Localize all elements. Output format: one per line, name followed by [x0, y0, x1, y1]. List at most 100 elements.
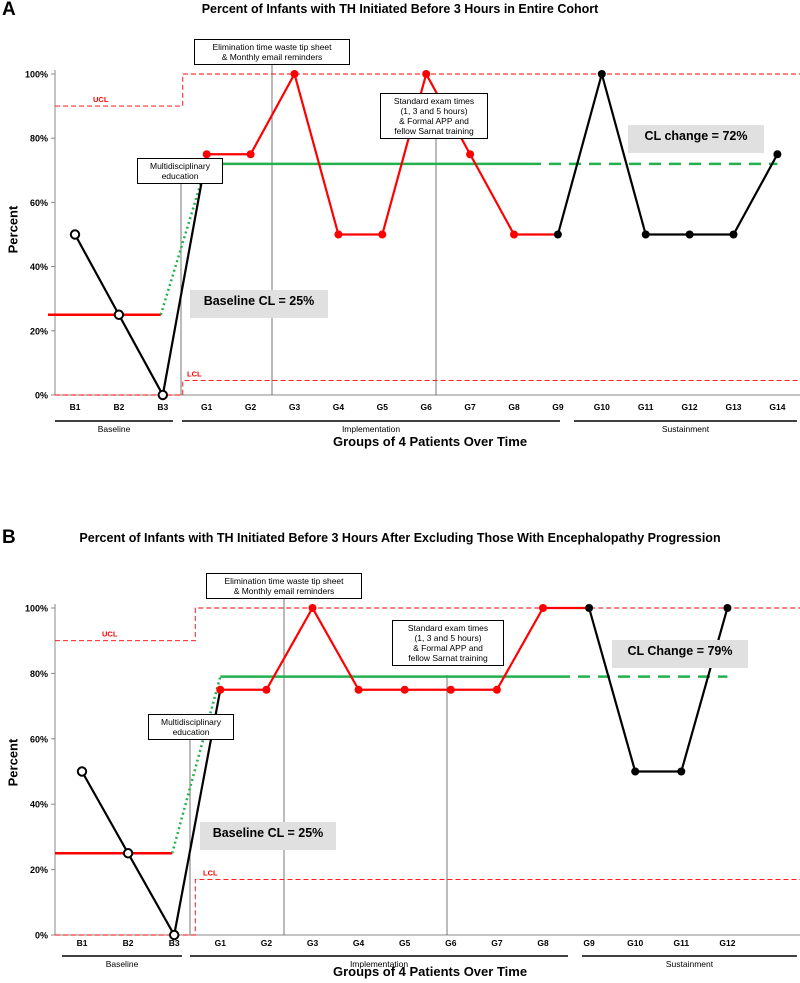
data-line-segment [127, 852, 176, 936]
annotation-elimination: Elimination time waste tip sheet & Month… [194, 39, 350, 65]
x-tick-label: B2 [123, 938, 134, 948]
data-line-segment [588, 607, 637, 772]
x-tick-label: G1 [201, 402, 213, 412]
data-line-segment [161, 154, 208, 396]
x-tick-label: G6 [445, 938, 457, 948]
phase-label: Baseline [98, 424, 131, 434]
data-point [597, 70, 606, 78]
y-tick-label: 0% [35, 391, 48, 401]
x-tick-label: B3 [169, 938, 180, 948]
data-point [76, 766, 88, 777]
x-tick-label: G2 [261, 938, 273, 948]
data-point [262, 685, 271, 694]
x-tick-label: B1 [77, 938, 88, 948]
x-tick-label: G9 [552, 402, 564, 412]
lcl-line [55, 878, 800, 936]
chart-canvas: 0% 20% 40% 60% 80% 100% B1 B2 B3 G1 G2 G3 G4 G5 G6 G7 G8… [25, 595, 800, 969]
y-tick-label: 100% [25, 604, 48, 614]
phase-label: Implementation [350, 959, 408, 969]
x-tick-label: G2 [245, 402, 257, 412]
x-tick-label: G5 [399, 938, 411, 948]
data-point [466, 150, 475, 159]
x-tick-label: G10 [594, 402, 610, 412]
phase-label: Implementation [342, 424, 400, 434]
data-line-segment [117, 314, 164, 396]
cl-change-label: CL change = 72% [628, 125, 764, 153]
data-point [685, 230, 694, 239]
x-tick-label: G9 [583, 938, 595, 948]
panel-label: B [2, 527, 16, 548]
annotation-elimination: Elimination time waste tip sheet & Month… [206, 573, 362, 599]
data-point [585, 604, 594, 612]
x-tick-label: G7 [491, 938, 503, 948]
data-point [422, 70, 431, 78]
data-point [308, 604, 317, 612]
annotation-standard-exam: Standard exam times (1, 3 and 5 hours) &… [392, 620, 504, 666]
annotation-standard-exam: Standard exam times (1, 3 and 5 hours) &… [380, 93, 488, 139]
data-point [677, 767, 686, 776]
baseline-cl-label: Baseline CL = 25% [190, 290, 328, 318]
y-tick-label: 20% [30, 865, 48, 875]
ucl-line [55, 607, 800, 642]
data-point [773, 150, 782, 159]
x-tick-label: G6 [421, 402, 433, 412]
data-point [122, 848, 134, 859]
data-point [641, 230, 650, 239]
data-line-segment [81, 770, 130, 854]
cl-change-label: CL Change = 79% [612, 640, 748, 668]
x-axis-label: Groups of 4 Patients Over Time [332, 434, 528, 449]
data-point [157, 389, 169, 401]
phase-label: Baseline [106, 959, 139, 969]
data-point [113, 309, 125, 320]
x-tick-label: G7 [464, 402, 476, 412]
centerline-shift [170, 676, 222, 854]
y-axis-label: Percent [5, 738, 21, 787]
data-line-segment [469, 153, 515, 236]
x-tick-label: G11 [673, 938, 689, 948]
data-line-segment [495, 607, 544, 691]
data-line-segment [249, 73, 296, 155]
phase-label: Sustainment [666, 959, 714, 969]
data-point [354, 685, 363, 694]
x-axis-label: Groups of 4 Patients Over Time [332, 964, 528, 979]
data-point [631, 767, 640, 776]
data-point [169, 929, 180, 941]
x-tick-label: B2 [113, 402, 124, 412]
x-tick-label: B1 [70, 402, 81, 412]
x-tick-label: G13 [725, 402, 741, 412]
chart-title: Percent of Infants with TH Initiated Bef… [79, 531, 721, 545]
chart-canvas: 0% 20% 40% 60% 80% 100% B1 B2 B3 G1 G2 G3 G4 G5 G6 G7 G8… [25, 62, 800, 434]
ucl-line [55, 73, 800, 107]
data-point [492, 685, 501, 694]
annotation-multidisciplinary: Multidisciplinary education [137, 158, 223, 184]
data-point [729, 230, 738, 239]
data-point [723, 604, 732, 612]
x-tick-label: G11 [638, 402, 654, 412]
data-point [290, 70, 299, 78]
x-tick-label: G3 [307, 938, 319, 948]
x-tick-label: G4 [353, 938, 365, 948]
data-point [202, 150, 211, 159]
y-tick-label: 0% [35, 931, 48, 941]
data-point [378, 230, 387, 239]
y-tick-label: 20% [30, 326, 48, 336]
lcl-label: LCL [203, 868, 218, 877]
x-tick-label: G12 [682, 402, 698, 412]
x-tick-label: G14 [769, 402, 785, 412]
data-point [446, 685, 455, 694]
panel-label: A [2, 0, 16, 20]
baseline-cl-label: Baseline CL = 25% [200, 822, 336, 850]
data-line-segment [293, 73, 340, 235]
data-point [216, 685, 225, 694]
y-tick-label: 60% [30, 734, 48, 744]
data-line-segment [680, 607, 729, 772]
data-line-segment [600, 73, 647, 235]
data-line-segment [74, 233, 120, 316]
phase-label: Sustainment [662, 424, 710, 434]
ucl-label: UCL [102, 630, 118, 639]
data-point [553, 230, 562, 239]
data-point [334, 230, 343, 239]
y-tick-label: 60% [30, 198, 48, 208]
chart-title: Percent of Infants with TH Initiated Bef… [201, 2, 599, 16]
data-line-segment [311, 607, 360, 691]
